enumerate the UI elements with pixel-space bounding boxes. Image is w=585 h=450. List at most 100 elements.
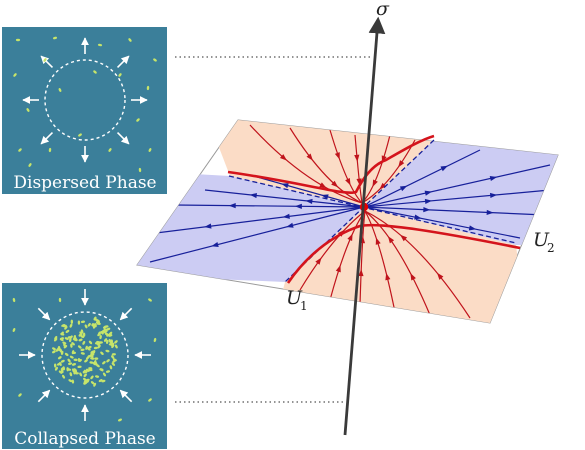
particle-dot (80, 352, 85, 355)
particle-dot (60, 332, 65, 336)
flow-arrow-icon (279, 154, 287, 161)
flow-arrow-icon (468, 225, 477, 231)
blue-flow-line (363, 206, 521, 239)
particle-dot (62, 366, 66, 371)
collapsed-phase-panel: Collapsed Phase (2, 283, 167, 449)
particle-dot (78, 338, 83, 342)
particle-dot (53, 363, 57, 368)
red-flow-line (354, 134, 363, 204)
particle-dot (54, 335, 58, 340)
particle-dot (90, 353, 95, 356)
flow-arrow-icon (372, 179, 378, 187)
flow-trajectories (139, 124, 551, 319)
collapsed-particles (12, 297, 157, 422)
red-flow-line (249, 124, 363, 204)
inward-arrows (19, 289, 151, 421)
flow-arrow-icon (489, 175, 498, 182)
particle-dot (90, 357, 95, 360)
particle-dot (54, 366, 58, 371)
particle-dot (118, 73, 122, 77)
particle-dot (90, 381, 95, 385)
particle-dot (112, 359, 116, 363)
particle-dot (65, 329, 70, 333)
flow-arrow-icon (489, 192, 498, 199)
arrow-out-icon (40, 55, 54, 69)
flow-arrow-icon (331, 180, 339, 188)
particle-dot (78, 333, 83, 337)
blue-flow-line (363, 164, 551, 208)
particle-dot (58, 88, 62, 92)
sigma-axis (343, 16, 386, 436)
particle-dot (106, 333, 111, 337)
particle-dot (12, 327, 16, 333)
particle-dot (83, 373, 87, 378)
arrow-out-icon (116, 131, 130, 145)
red-flow-line (329, 129, 363, 204)
particle-dot (83, 369, 86, 374)
particle-dot (89, 361, 94, 364)
dispersed-phase-panel: Dispersed Phase (2, 27, 167, 194)
particle-dot (61, 324, 66, 327)
flow-arrow-icon (400, 234, 408, 242)
red-flow-line (289, 127, 363, 204)
particle-dot (55, 348, 59, 352)
particle-dot (69, 355, 74, 359)
particle-dot (86, 356, 90, 360)
particle-dot (87, 322, 91, 327)
particle-dot (92, 324, 96, 329)
particle-dot (69, 323, 73, 328)
particle-dot (71, 379, 75, 384)
collapsed-phase-caption: Collapsed Phase (14, 429, 156, 449)
particle-dot (74, 368, 78, 373)
particle-dot (90, 354, 94, 358)
rg-flow-plane (136, 119, 559, 324)
red-flow-line (364, 210, 396, 313)
flow-arrow-icon (424, 198, 433, 205)
flow-arrow-icon (286, 222, 294, 228)
particle-dot (114, 340, 118, 344)
blue-flow-line (363, 206, 546, 216)
flow-arrow-icon (356, 178, 362, 186)
particle-dot (98, 379, 103, 383)
collapsed-boundary-circle (41, 311, 129, 399)
particle-dot (99, 334, 102, 340)
particle-dot (71, 350, 75, 355)
particle-dot (68, 379, 73, 383)
particle-dot (80, 335, 85, 339)
particle-dot (108, 148, 112, 152)
particle-dot (114, 344, 118, 349)
arrow-in-icon (37, 389, 51, 403)
flow-arrow-icon (424, 190, 433, 196)
particle-dot (85, 345, 88, 350)
particle-dot (43, 58, 47, 62)
flow-arrow-icon (281, 183, 289, 189)
particle-dot (80, 320, 86, 324)
flow-arrow-icon (358, 269, 364, 277)
flow-arrow-icon (345, 177, 351, 186)
particle-dot (88, 340, 93, 345)
arrow-in-icon (119, 389, 133, 403)
flow-arrow-icon (387, 236, 395, 244)
particle-dot (18, 148, 22, 152)
u2-axis-label: U 2 (533, 229, 555, 255)
particle-dot (67, 336, 72, 339)
flow-arrow-icon (399, 185, 408, 192)
particle-dot (73, 358, 78, 362)
flow-arrow-icon (414, 214, 422, 220)
particle-dot (106, 359, 110, 363)
particle-dot (70, 343, 73, 348)
particle-dot (93, 316, 97, 321)
flow-arrow-icon (375, 237, 381, 245)
red-flow-line (299, 210, 366, 291)
flow-arrow-icon (379, 182, 387, 190)
particle-dot (97, 332, 101, 337)
particle-dot (12, 297, 16, 303)
particle-dot (60, 350, 64, 355)
blue-flow-line (204, 189, 365, 208)
particle-dot (101, 329, 105, 334)
dispersed-particles (13, 36, 157, 173)
particle-dot (153, 337, 157, 343)
red-flow-line (361, 139, 416, 204)
